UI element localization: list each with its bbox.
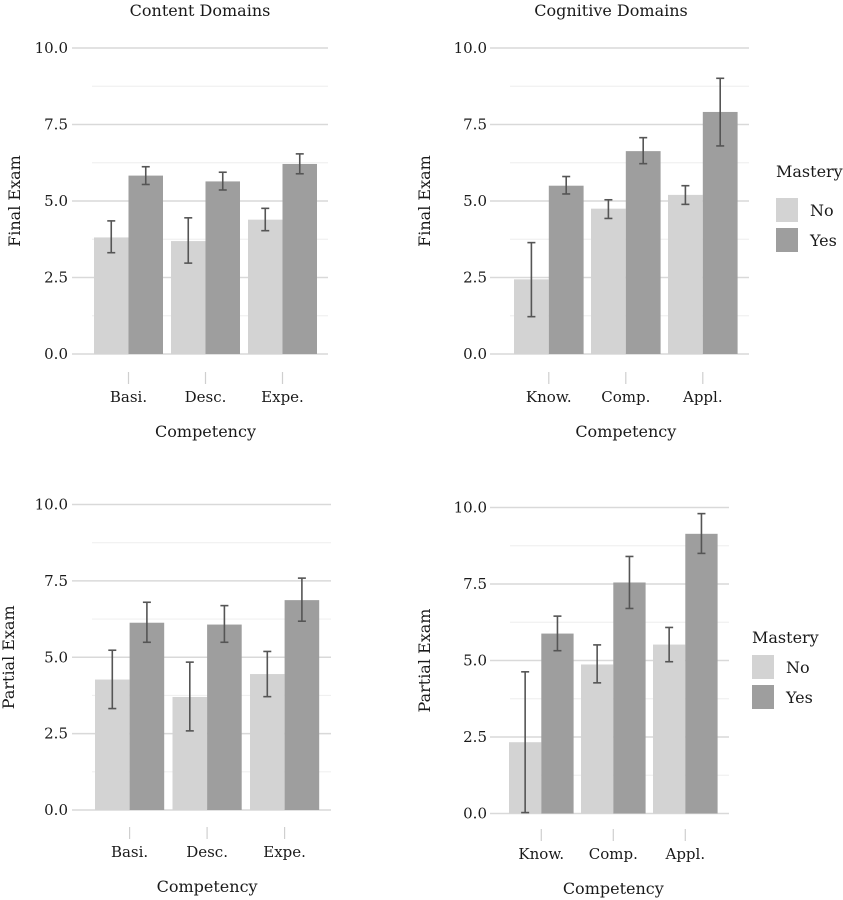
y-tick-label: 5.0	[463, 192, 487, 210]
x-axis-title: Competency	[563, 879, 664, 898]
panel-content-final: 0.0 2.5 5.0 7.5 10.0 Basi. Desc. Expe. Competenc…	[5, 1, 328, 441]
x-tick-label: Appl.	[682, 388, 723, 406]
y-tick-label: 10.0	[35, 39, 68, 57]
y-tick-label: 7.5	[463, 116, 487, 134]
x-tick-label: Basi.	[110, 388, 147, 406]
bar-yes-1	[205, 181, 240, 354]
y-tick-label: 10.0	[35, 496, 68, 514]
y-tick-label: 7.5	[463, 575, 487, 593]
bar-yes-1	[613, 582, 646, 814]
bar-no-0	[94, 237, 129, 354]
bar-yes-1	[625, 151, 661, 354]
bar-yes-0	[548, 185, 584, 354]
legend-swatch-yes	[776, 228, 798, 252]
x-tick-label: Know.	[518, 845, 564, 863]
x-tick-label: Expe.	[261, 388, 304, 406]
bar-yes-0	[541, 633, 574, 814]
x-tick-label: Comp.	[589, 845, 638, 863]
y-tick-label: 0.0	[44, 345, 68, 363]
bar-yes-1	[207, 624, 242, 810]
x-tick-label: Expe.	[263, 843, 306, 861]
x-tick-label: Desc.	[185, 388, 227, 406]
y-tick-label: 5.0	[44, 192, 68, 210]
bar-yes-2	[685, 533, 718, 814]
legend-swatch-no	[776, 198, 798, 222]
legend-label-no: No	[810, 201, 834, 220]
y-tick-label: 2.5	[463, 728, 487, 746]
y-axis-title: Final Exam	[415, 155, 434, 247]
x-tick-label: Desc.	[186, 843, 228, 861]
y-axis-title: Partial Exam	[415, 609, 434, 713]
bar-no-1	[591, 208, 626, 354]
bar-no-2	[248, 219, 283, 354]
panel-content-partial: 0.0 2.5 5.0 7.5 10.0 Basi. Desc. Expe. Competenc…	[0, 496, 331, 896]
y-tick-label: 5.0	[463, 652, 487, 670]
y-tick-label: 0.0	[44, 801, 68, 819]
x-tick-label: Comp.	[601, 388, 650, 406]
legend-label-yes: Yes	[785, 688, 813, 707]
legend-label-yes: Yes	[809, 231, 837, 250]
bar-no-2	[668, 194, 703, 354]
bar-yes-2	[282, 163, 317, 354]
bar-yes-2	[702, 111, 738, 354]
x-tick-label: Know.	[526, 388, 572, 406]
y-tick-label: 10.0	[454, 499, 487, 517]
y-tick-label: 2.5	[463, 269, 487, 287]
bar-yes-2	[284, 600, 320, 810]
y-tick-label: 2.5	[44, 725, 68, 743]
bar-no-1	[581, 664, 614, 814]
y-tick-label: 7.5	[44, 116, 68, 134]
y-axis-title: Final Exam	[5, 155, 24, 247]
legend-title: Mastery	[776, 162, 843, 181]
legend-swatch-yes	[752, 685, 774, 709]
panel-cognitive-partial: 0.0 2.5 5.0 7.5 10.0 Know. Comp. Appl.Competenc…	[415, 499, 819, 899]
legend: Mastery No Yes	[752, 628, 819, 709]
x-tick-label: Appl.	[664, 845, 705, 863]
y-tick-label: 0.0	[463, 345, 487, 363]
panel-cognitive-final: 0.0 2.5 5.0 7.5 10.0 Know. Comp. Appl. Competenc…	[415, 1, 843, 441]
x-axis-title: Competency	[157, 877, 258, 896]
x-axis-title: Competency	[155, 422, 256, 441]
y-tick-label: 7.5	[44, 572, 68, 590]
panel-title: Cognitive Domains	[534, 1, 687, 20]
legend-label-no: No	[786, 658, 810, 677]
x-axis-title: Competency	[575, 422, 676, 441]
y-axis-title: Partial Exam	[0, 605, 18, 709]
y-tick-label: 5.0	[44, 648, 68, 666]
legend-swatch-no	[752, 655, 774, 679]
y-tick-label: 10.0	[454, 39, 487, 57]
legend-title: Mastery	[752, 628, 819, 647]
bar-yes-0	[128, 175, 163, 354]
legend: Mastery No Yes	[776, 162, 843, 252]
panel-title: Content Domains	[130, 1, 271, 20]
y-tick-label: 2.5	[44, 269, 68, 287]
bar-no-2	[653, 644, 686, 814]
y-tick-label: 0.0	[463, 805, 487, 823]
x-tick-label: Basi.	[111, 843, 148, 861]
bar-yes-0	[129, 622, 165, 810]
